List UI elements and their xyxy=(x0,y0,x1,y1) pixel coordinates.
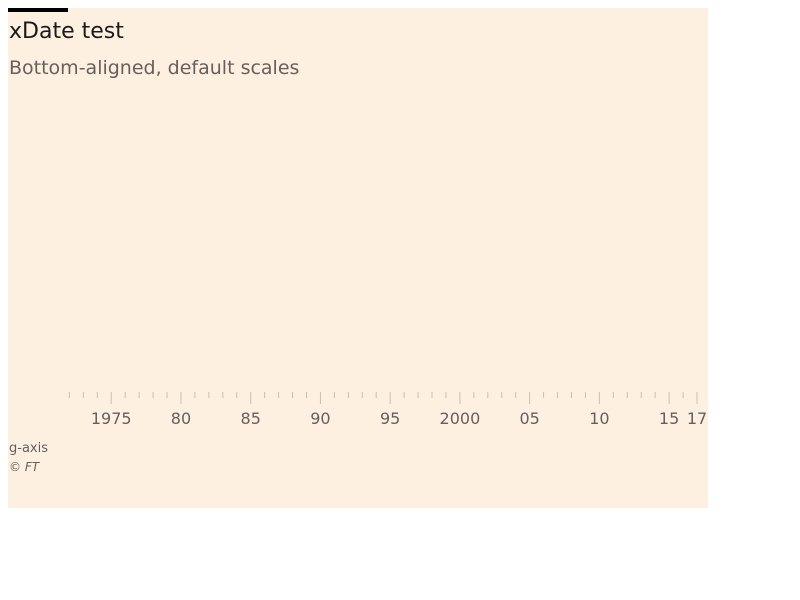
chart-card: xDate test Bottom-aligned, default scale… xyxy=(8,8,708,508)
footer-note: g-axis xyxy=(9,441,48,456)
x-tick-label: 17 xyxy=(687,409,707,428)
x-tick-label: 15 xyxy=(659,409,679,428)
x-tick-label: 2000 xyxy=(440,409,481,428)
x-tick-label: 90 xyxy=(310,409,330,428)
x-tick-label: 05 xyxy=(519,409,539,428)
footer-source: © FT xyxy=(9,460,40,474)
x-tick-label: 10 xyxy=(589,409,609,428)
x-axis: 1975 80 85 90 95 2000 05 10 15 17 xyxy=(68,392,707,428)
top-rule xyxy=(8,8,68,12)
x-tick-label: 1975 xyxy=(91,409,132,428)
x-tick-label: 80 xyxy=(171,409,191,428)
chart-subtitle: Bottom-aligned, default scales xyxy=(9,57,300,79)
x-tick-label: 85 xyxy=(241,409,261,428)
chart-title: xDate test xyxy=(9,19,124,44)
x-tick-label: 95 xyxy=(380,409,400,428)
